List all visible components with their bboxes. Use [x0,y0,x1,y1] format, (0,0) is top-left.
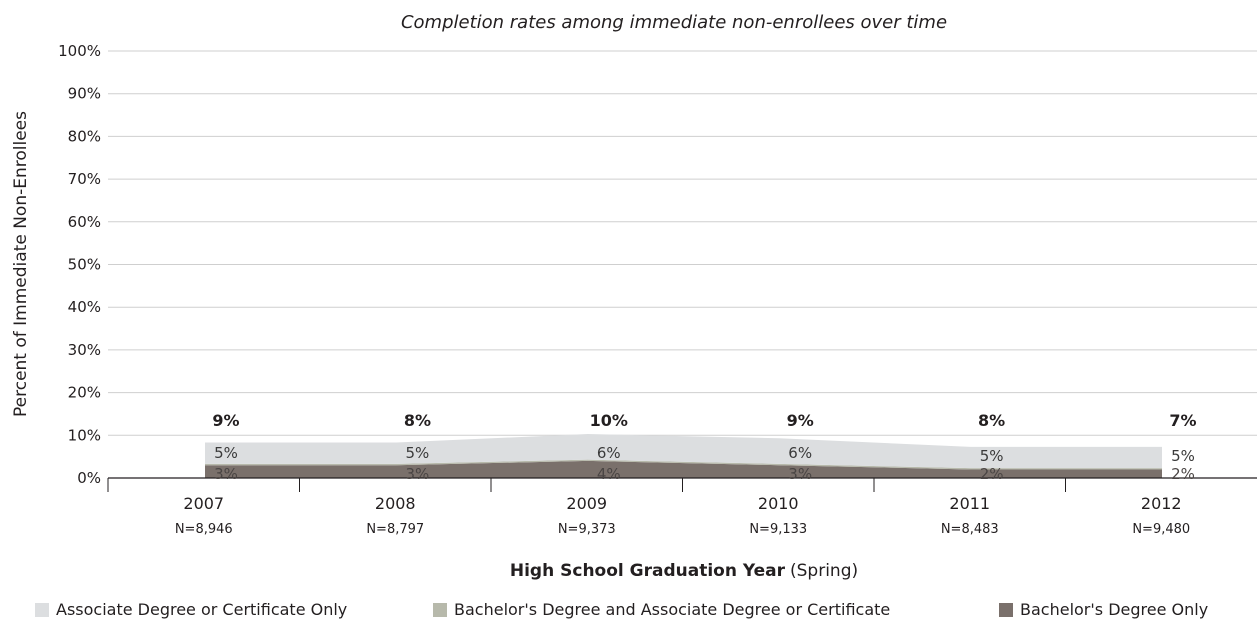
associate-label: 5% [214,444,238,462]
legend-swatch-bachelor-only [999,602,1013,617]
bachelor-label: 2% [980,465,1004,483]
bachelor-label: 3% [788,465,812,483]
x-tick-label: 2009 [566,494,607,513]
legend-swatch-bachelor-and-associate [433,602,447,617]
grid-layer: 0% 10% 20% 30% 40% 50% 60% 70% 80% 90% 100% [58,42,1257,487]
x-axis-title: High School Graduation Year (Spring) [510,561,858,581]
y-tick-label: 90% [68,85,101,103]
y-tick-label: 100% [58,42,101,60]
bachelor-label: 4% [597,465,621,483]
total-label: 10% [590,411,628,430]
x-tick-label: 2011 [949,494,990,513]
n-label: N=8,946 [175,522,233,537]
associate-label: 6% [597,444,621,462]
n-label: N=9,373 [558,522,616,537]
legend-item-bachelor-and-associate: Bachelor's Degree and Associate Degree o… [433,600,890,619]
total-label: 9% [787,411,814,430]
n-label: N=8,797 [366,522,424,537]
area-series-2 [205,434,1162,469]
area-series-1 [205,459,1162,470]
y-tick-label: 60% [68,213,101,231]
legend-item-bachelor-only: Bachelor's Degree Only [999,600,1208,619]
x-tick-label: 2010 [758,494,799,513]
legend-swatch-associate-only [35,602,49,617]
bachelor-label: 3% [406,465,430,483]
associate-label: 6% [788,444,812,462]
associate-label: 5% [980,447,1004,465]
y-tick-label: 40% [68,298,101,316]
bachelor-label: 2% [1171,465,1195,483]
y-tick-label: 10% [68,426,101,444]
legend: Associate Degree or Certificate Only Bac… [0,600,1257,622]
y-tick-label: 30% [68,341,101,359]
x-axis-title-bold: High School Graduation Year [510,561,786,581]
associate-label: 5% [406,444,430,462]
y-tick-label: 80% [68,127,101,145]
y-tick-label: 20% [68,384,101,402]
chart-title: Completion rates among immediate non-enr… [401,12,947,33]
x-axis-title-suffix: (Spring) [790,561,858,581]
axis-layer: 2007 2008 2009 2010 2011 2012 N=8,946 N=8,797 N=… [107,477,1257,537]
y-axis-title: Percent of Immediate Non-Enrollees [11,111,31,417]
total-label: 7% [1169,411,1196,430]
legend-item-associate-only: Associate Degree or Certificate Only [35,600,347,619]
x-tick-label: 2007 [183,494,224,513]
total-label: 8% [978,411,1005,430]
area-layer [204,433,1163,478]
x-tick-label: 2012 [1141,494,1182,513]
y-tick-label: 0% [77,469,101,487]
n-label: N=9,133 [749,522,807,537]
legend-label-associate-only: Associate Degree or Certificate Only [56,600,348,619]
area-series-0 [205,460,1162,478]
legend-label-bachelor-only: Bachelor's Degree Only [1020,600,1209,619]
n-label: N=8,483 [941,522,999,537]
label-layer: 9% 8% 10% 9% 8% 7% 5% 5% 6% 6% 5% 5% 3% 3% 4% 3% 2% 2% [212,411,1196,483]
chart-svg: Completion rates among immediate non-enr… [11,12,1257,581]
n-label: N=9,480 [1132,522,1190,537]
y-tick-label: 70% [68,170,101,188]
bachelor-label: 3% [214,465,238,483]
y-tick-label: 50% [68,256,101,274]
total-label: 8% [404,411,431,430]
associate-label: 5% [1171,447,1195,465]
total-label: 9% [212,411,239,430]
legend-label-bachelor-and-associate: Bachelor's Degree and Associate Degree o… [454,600,891,619]
x-tick-label: 2008 [375,494,416,513]
